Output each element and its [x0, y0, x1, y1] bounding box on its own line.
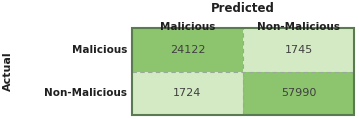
Text: Malicious: Malicious — [160, 22, 215, 32]
Text: 1745: 1745 — [284, 45, 313, 55]
Text: 24122: 24122 — [170, 45, 205, 55]
Text: Predicted: Predicted — [211, 2, 275, 15]
Text: Actual: Actual — [3, 52, 13, 91]
Text: 1724: 1724 — [173, 88, 202, 98]
Text: Non-Malicious: Non-Malicious — [257, 22, 340, 32]
Bar — [132, 72, 243, 115]
Bar — [132, 28, 243, 72]
Text: 57990: 57990 — [281, 88, 316, 98]
Bar — [243, 72, 354, 115]
Text: Malicious: Malicious — [72, 45, 127, 55]
Bar — [132, 28, 354, 115]
Bar — [243, 28, 354, 72]
Text: Non-Malicious: Non-Malicious — [44, 88, 127, 98]
